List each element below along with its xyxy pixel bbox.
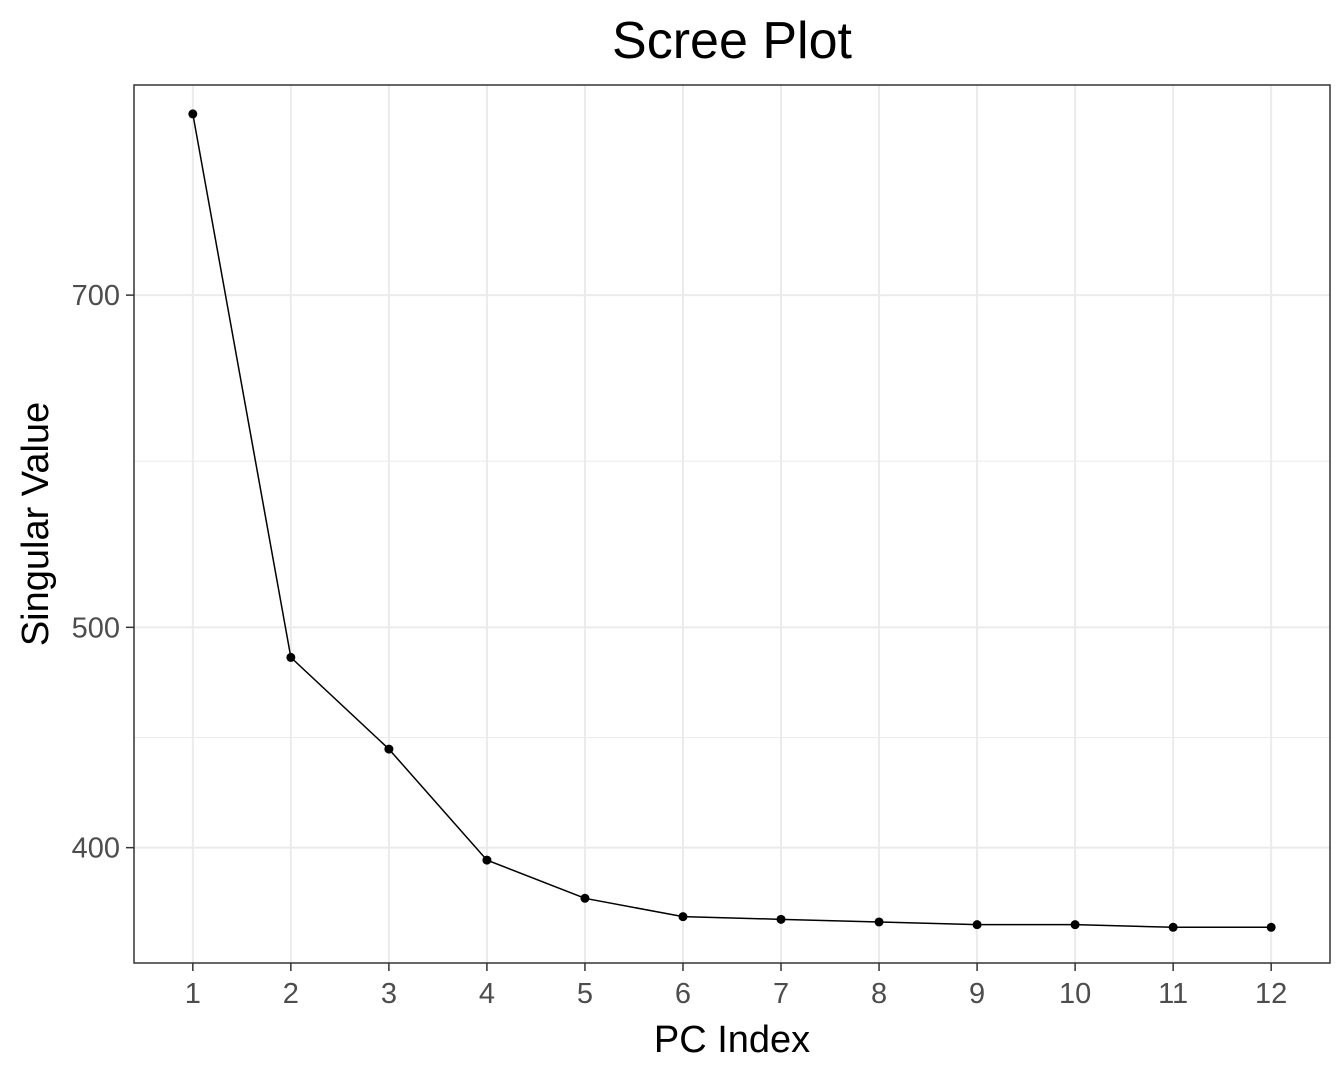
panel-background — [134, 85, 1330, 963]
data-series — [188, 109, 1276, 932]
x-tick-label: 5 — [577, 978, 593, 1010]
data-point — [286, 652, 296, 662]
x-tick-label: 11 — [1158, 978, 1188, 1010]
data-point — [1070, 920, 1080, 930]
data-point — [482, 855, 492, 865]
data-point — [1266, 922, 1276, 932]
x-tick-label: 1 — [185, 978, 201, 1010]
series-line — [192, 113, 1272, 929]
x-tick-label: 3 — [381, 978, 397, 1010]
y-tick-label: 400 — [72, 833, 120, 865]
data-point — [874, 917, 884, 927]
data-point — [1168, 922, 1178, 932]
x-tick-label: 2 — [283, 978, 299, 1010]
x-tick-label: 10 — [1059, 978, 1091, 1010]
x-tick-label: 6 — [675, 978, 691, 1010]
data-point — [580, 893, 590, 903]
chart-title: Scree Plot — [612, 12, 852, 70]
grid-lines — [134, 85, 1330, 963]
y-axis-title: Singular Value — [15, 402, 57, 646]
x-tick-label: 12 — [1255, 978, 1287, 1010]
data-point — [188, 109, 198, 119]
y-tick-label: 700 — [72, 280, 120, 312]
data-point — [384, 744, 394, 754]
data-point — [972, 920, 982, 930]
x-tick-label: 8 — [871, 978, 887, 1010]
x-tick-label: 9 — [969, 978, 985, 1010]
data-point — [776, 914, 786, 924]
y-tick-label: 500 — [72, 612, 120, 644]
data-point — [678, 912, 688, 922]
x-tick-label: 4 — [479, 978, 495, 1010]
x-tick-label: 7 — [773, 978, 789, 1010]
panel-border — [133, 84, 1331, 964]
x-axis-title: PC Index — [654, 1019, 810, 1061]
